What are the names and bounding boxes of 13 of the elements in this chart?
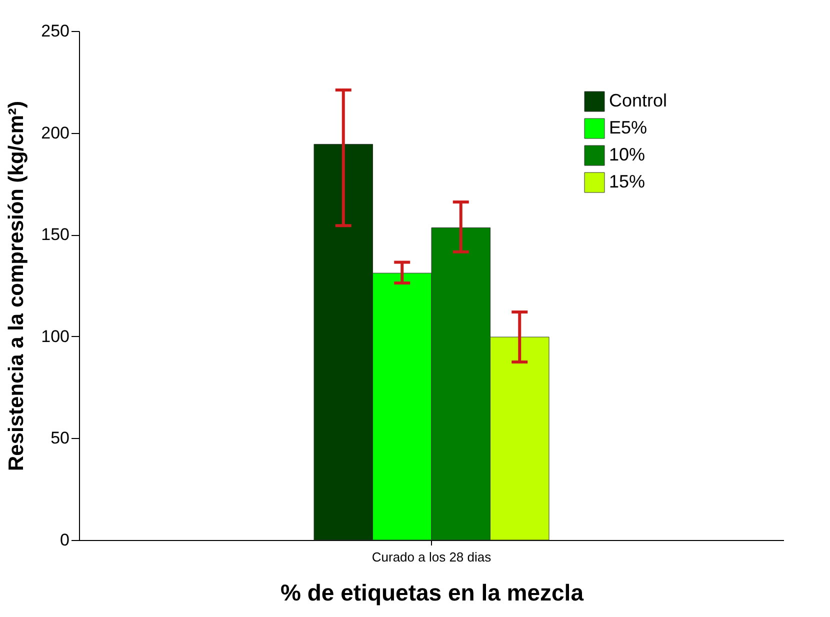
- x-tick-label: Curado a los 28 dias: [372, 550, 492, 564]
- y-tick-label: 150: [41, 225, 70, 244]
- y-tick-label: 50: [50, 428, 70, 448]
- legend-label: Control: [609, 90, 668, 110]
- legend-label: E5%: [609, 118, 648, 138]
- y-tick-label: 0: [60, 530, 70, 550]
- y-tick-label: 250: [41, 22, 70, 40]
- y-axis-title: Resistencia a la compresión (kg/cm²): [5, 101, 28, 471]
- x-axis-title: % de etiquetas en la mezcla: [280, 580, 584, 606]
- legend-label: 10%: [609, 144, 646, 164]
- y-tick-label: 200: [41, 123, 70, 142]
- legend-label: 15%: [609, 172, 646, 192]
- y-tick-label: 100: [41, 326, 70, 346]
